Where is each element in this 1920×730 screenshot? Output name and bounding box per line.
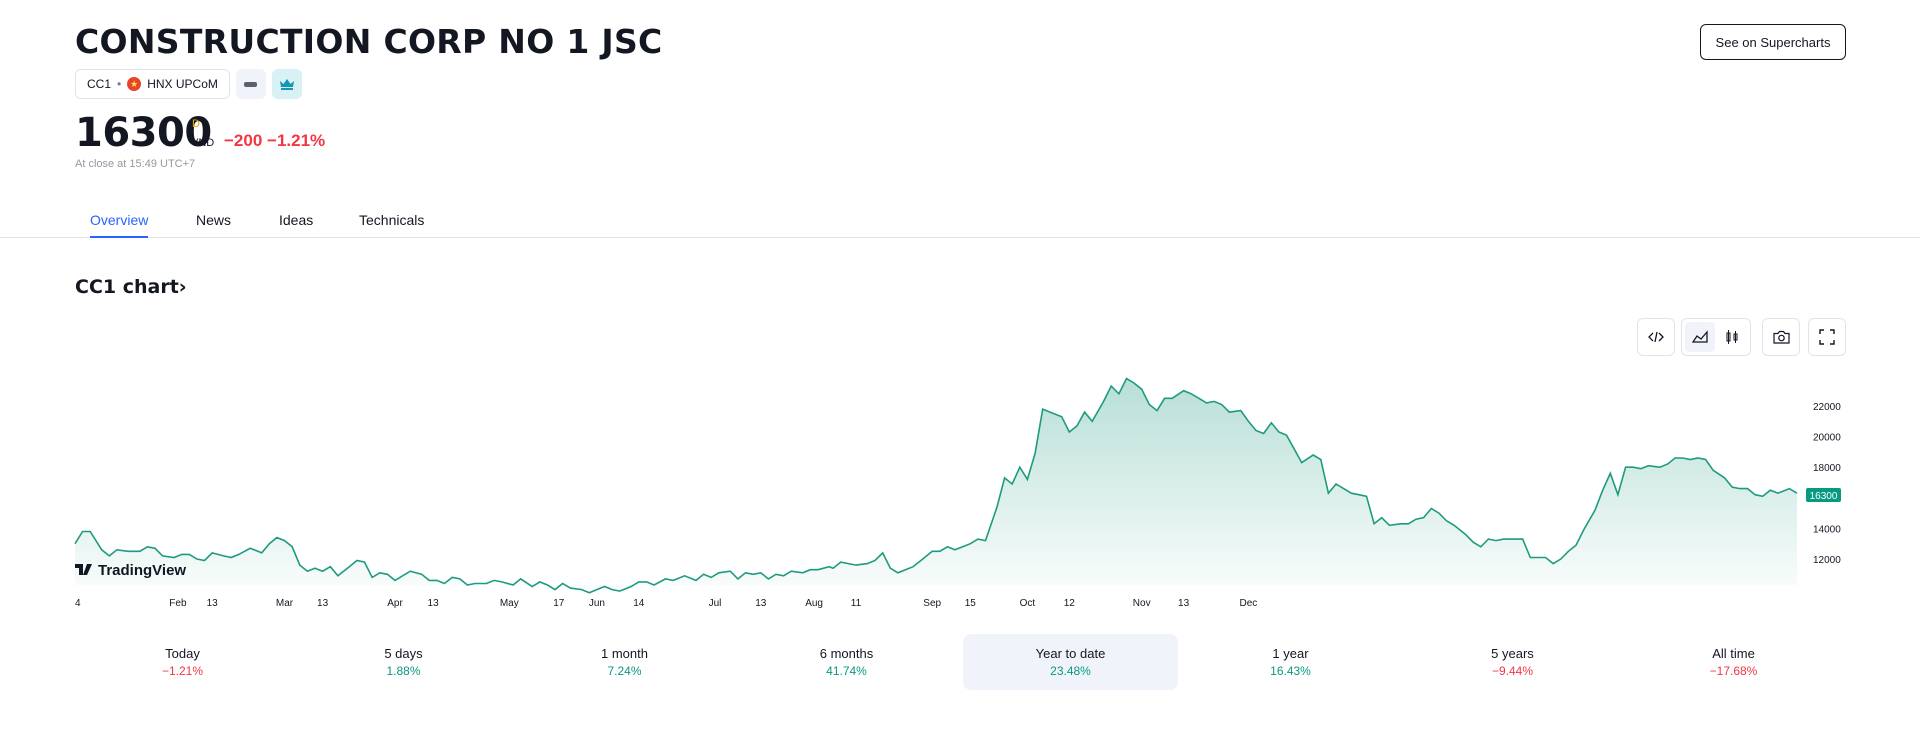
tradingview-logo-icon	[75, 564, 92, 575]
embed-icon[interactable]	[1641, 322, 1671, 352]
fullscreen-group	[1808, 318, 1846, 356]
period-year-to-date[interactable]: Year to date 23.48%	[963, 634, 1178, 690]
tradingview-brand: TradingView	[98, 562, 186, 579]
period-1-year[interactable]: 1 year 16.43%	[1183, 634, 1398, 690]
tab-news[interactable]: News	[196, 212, 232, 228]
chart-style-toolbar	[1681, 318, 1751, 356]
area-chart-icon[interactable]	[1685, 322, 1715, 352]
period-value: 1.88%	[386, 664, 421, 678]
x-tick-label: May	[500, 598, 519, 609]
x-tick-label: Jul	[709, 598, 722, 609]
section-tabs: Overview News Ideas Technicals	[0, 212, 1920, 238]
price-superscript: D	[192, 118, 200, 130]
period-value: −1.21%	[161, 664, 204, 678]
x-tick-label: Mar	[276, 598, 294, 609]
x-tick-label: 13	[317, 598, 329, 609]
tab-overview[interactable]: Overview	[90, 212, 149, 238]
x-tick-label: Sep	[923, 598, 941, 609]
x-tick-label: 4	[75, 598, 81, 609]
vietnam-flag-icon: ★	[127, 77, 142, 91]
y-tick-label: 12000	[1813, 555, 1841, 566]
x-tick-label: 14	[633, 598, 645, 609]
close-time-note: At close at 15:49 UTC+7	[75, 158, 196, 170]
x-tick-label: Aug	[805, 598, 823, 609]
exchange-label: HNX UPCoM	[147, 77, 218, 91]
price-change: −200 −1.21%	[224, 131, 326, 150]
snapshot-group	[1762, 318, 1800, 356]
tab-ideas[interactable]: Ideas	[279, 212, 314, 228]
period-label: 1 year	[1272, 646, 1309, 661]
page-title: CONSTRUCTION CORP NO 1 JSC	[75, 22, 663, 61]
period-label: 1 month	[601, 646, 648, 661]
separator-dot: •	[117, 77, 122, 91]
chart-toolbar	[1637, 318, 1675, 356]
x-tick-label: 11	[851, 598, 862, 609]
price-line	[74, 377, 1798, 594]
currency-label: VND	[191, 137, 215, 149]
x-tick-label: 13	[755, 598, 767, 609]
x-tick-label: Feb	[169, 598, 187, 609]
period-6-months[interactable]: 6 months 41.74%	[739, 634, 954, 690]
period-value: 23.48%	[1050, 664, 1091, 678]
period-value: −9.44%	[1491, 664, 1534, 678]
period-label: Today	[165, 646, 200, 661]
x-tick-label: 12	[1064, 598, 1076, 609]
fullscreen-toolbar	[1808, 318, 1846, 356]
symbol-label: CC1	[87, 77, 112, 91]
market-closed-badge[interactable]	[235, 69, 266, 99]
period-value: 16.43%	[1270, 664, 1311, 678]
period-label: Year to date	[1035, 646, 1106, 661]
x-tick-label: 17	[553, 598, 565, 609]
x-tick-label: 13	[207, 598, 219, 609]
performance-periods: Today −1.21% 5 days 1.88% 1 month 7.24% …	[75, 634, 1846, 690]
x-tick-label: Oct	[1020, 598, 1036, 609]
x-tick-label: 13	[428, 598, 440, 609]
x-tick-label: Dec	[1240, 598, 1258, 609]
period-value: 7.24%	[607, 664, 642, 678]
last-price-label: 16300	[1810, 491, 1838, 502]
period-label: 5 days	[384, 646, 423, 661]
x-tick-label: Jun	[589, 598, 605, 609]
x-tick-label: Nov	[1133, 598, 1151, 609]
symbol-exchange-chip[interactable]: CC1 • ★ HNX UPCoM	[75, 69, 230, 99]
last-price-marker: 16300	[1806, 488, 1841, 502]
x-tick-label: 13	[1178, 598, 1190, 609]
fullscreen-icon[interactable]	[1812, 322, 1842, 352]
last-price: 16300	[75, 110, 212, 156]
period-1-month[interactable]: 1 month 7.24%	[517, 634, 732, 690]
price-chart[interactable]: 220002000018000160001400012000 4Feb13Mar…	[0, 360, 1920, 620]
see-on-supercharts-button[interactable]: See on Supercharts	[1700, 24, 1846, 60]
tab-technicals[interactable]: Technicals	[359, 212, 425, 228]
symbol-chips: CC1 • ★ HNX UPCoM	[75, 69, 302, 99]
period-all-time[interactable]: All time −17.68%	[1626, 634, 1841, 690]
snapshot-toolbar	[1762, 318, 1800, 356]
period-label: 6 months	[819, 646, 874, 661]
premium-badge[interactable]	[271, 69, 302, 99]
period-label: All time	[1712, 646, 1755, 661]
crown-icon	[279, 79, 294, 90]
period-today[interactable]: Today −1.21%	[75, 634, 290, 690]
price-area-fill	[75, 378, 1797, 593]
x-tick-label: 15	[965, 598, 977, 609]
period-label: 5 years	[1491, 646, 1534, 661]
candles-icon[interactable]	[1717, 322, 1747, 352]
period-5-years[interactable]: 5 years −9.44%	[1405, 634, 1620, 690]
embed-group	[1637, 318, 1675, 356]
period-5-days[interactable]: 5 days 1.88%	[296, 634, 511, 690]
y-tick-label: 18000	[1813, 463, 1841, 474]
y-tick-label: 14000	[1813, 524, 1841, 535]
y-tick-label: 22000	[1813, 402, 1841, 413]
period-value: 41.74%	[826, 664, 867, 678]
x-tick-label: Apr	[387, 598, 403, 609]
minus-icon	[244, 81, 258, 87]
period-value: −17.68%	[1709, 664, 1758, 678]
chart-section-title[interactable]: CC1 chart›	[75, 276, 187, 298]
chart-style-group	[1681, 318, 1751, 356]
camera-icon[interactable]	[1766, 322, 1796, 352]
y-tick-label: 20000	[1813, 433, 1841, 444]
tradingview-logo[interactable]: TradingView	[75, 562, 186, 579]
